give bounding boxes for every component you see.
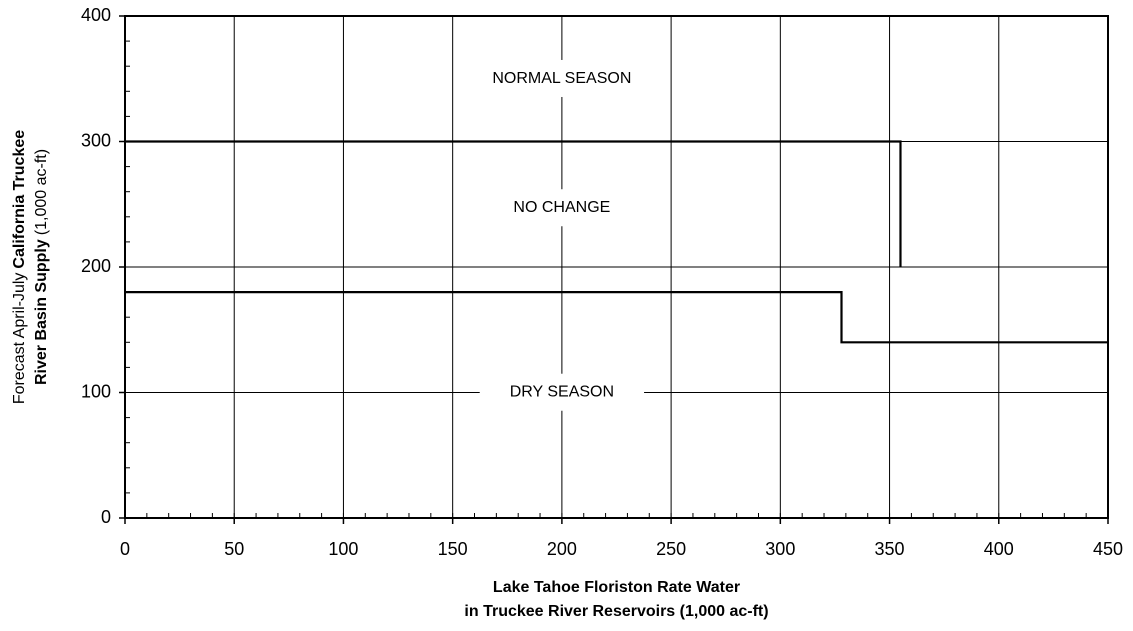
annotation: NO CHANGE: [513, 199, 610, 216]
plot-frame: [124, 15, 1109, 519]
y-axis-label-part: Forecast April-July: [11, 273, 28, 405]
x-tick-label: 450: [1093, 539, 1123, 559]
x-tick-label: 300: [765, 539, 795, 559]
x-axis-label: in Truckee River Reservoirs (1,000 ac-ft…: [464, 603, 768, 620]
annotation: NORMAL SEASON: [492, 70, 631, 87]
x-tick-label: 0: [120, 539, 130, 559]
annotation-background: [462, 59, 662, 97]
x-tick-label: 400: [984, 539, 1014, 559]
step-line: [125, 291, 1108, 344]
x-tick-label: 350: [875, 539, 905, 559]
step-line: [125, 140, 902, 267]
y-tick-label: 300: [81, 130, 111, 150]
y-tick-label: 400: [81, 5, 111, 25]
x-tick-label: 100: [328, 539, 358, 559]
y-axis-label: Forecast April-July California Truckee: [11, 130, 28, 404]
x-tick-label: 200: [547, 539, 577, 559]
annotation-background: [479, 373, 645, 411]
y-axis-label-part: River Basin Supply: [33, 239, 50, 385]
annotation-background: [483, 189, 641, 227]
x-axis-label: Lake Tahoe Floriston Rate Water: [493, 579, 740, 596]
y-tick-label: 100: [81, 381, 111, 401]
x-tick-label: 150: [438, 539, 468, 559]
y-tick-label: 0: [101, 507, 111, 527]
y-axis-label-part: (1,000 ac-ft): [33, 149, 50, 235]
annotation: DRY SEASON: [510, 384, 614, 401]
y-axis-label-part: California Truckee: [11, 130, 28, 269]
y-tick-label: 200: [81, 256, 111, 276]
x-tick-label: 250: [656, 539, 686, 559]
x-tick-label: 50: [224, 539, 244, 559]
y-axis-label: River Basin Supply (1,000 ac-ft): [33, 149, 50, 385]
